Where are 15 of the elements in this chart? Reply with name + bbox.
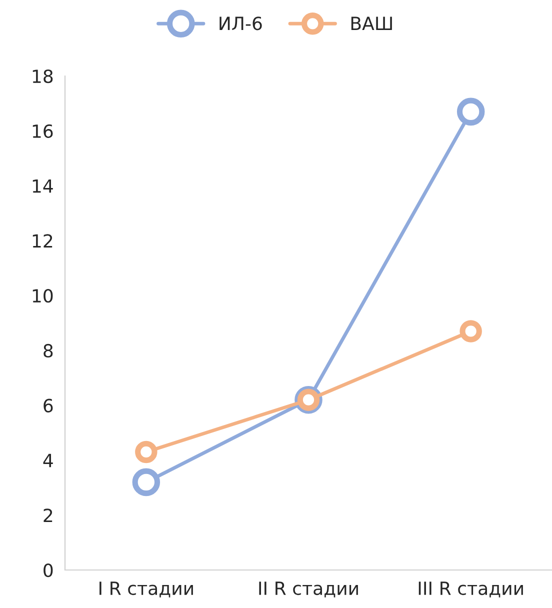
y-tick-label: 10 [32, 289, 53, 303]
legend-label: ИЛ-6 [220, 16, 262, 30]
y-tick-label: 18 [32, 69, 53, 84]
y-tick-label: 12 [32, 234, 52, 248]
x-tick-label: II R стадии [259, 582, 358, 598]
y-tick-label: 6 [44, 398, 53, 412]
x-tick-label: III R стадии [418, 582, 523, 598]
y-tick-label: 0 [44, 563, 53, 578]
y-tick-label: 16 [32, 124, 53, 138]
y-tick-label: 4 [43, 454, 53, 468]
legend-label: ВАШ [351, 16, 392, 30]
x-tick-label: I R стадии [100, 582, 193, 598]
y-tick-label: 2 [44, 508, 52, 522]
y-tick-label: 14 [32, 179, 53, 193]
y-tick-label: 8 [44, 344, 53, 358]
